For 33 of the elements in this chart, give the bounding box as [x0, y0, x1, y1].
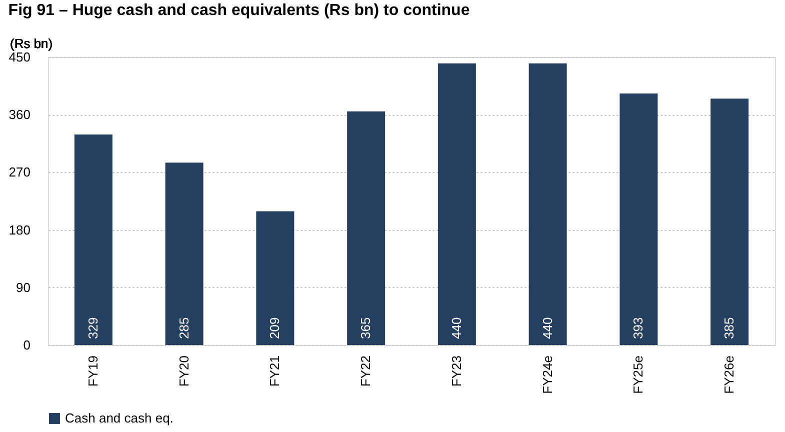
- legend-label: Cash and cash eq.: [65, 410, 174, 426]
- x-tick-label: FY26e: [722, 356, 737, 394]
- x-tick-label: FY24e: [540, 356, 555, 394]
- y-tick-label: 270: [8, 164, 30, 180]
- data-label: 385: [722, 317, 737, 339]
- y-tick-label: 360: [8, 107, 30, 122]
- data-label: 365: [358, 317, 374, 339]
- y-axis-title: (Rs bn): [10, 36, 53, 51]
- x-tick-label: FY25e: [630, 356, 646, 394]
- x-tick-label: FY22: [358, 356, 374, 387]
- x-tick-label: FY20: [176, 356, 192, 387]
- y-tick-label: 180: [8, 222, 30, 238]
- bar: [710, 98, 749, 345]
- bar: [620, 93, 658, 345]
- x-tick-label: FY23: [448, 356, 464, 387]
- data-label: 285: [176, 317, 192, 339]
- bar: [74, 134, 112, 345]
- bar: [528, 63, 567, 345]
- bar: [165, 162, 204, 345]
- y-tick-label: 450: [8, 50, 30, 64]
- data-label: 209: [267, 317, 282, 339]
- data-label: 440: [540, 317, 555, 339]
- data-label: 329: [85, 317, 100, 339]
- data-label: 393: [630, 317, 646, 339]
- chart-title: Fig 91 – Huge cash and cash equivalents (Rs bn) to continue: [8, 2, 470, 19]
- y-tick-label: 90: [16, 280, 30, 295]
- y-tick-label: 0: [23, 338, 30, 352]
- bar: [347, 111, 386, 345]
- x-tick-label: FY21: [267, 356, 282, 387]
- x-tick-label: FY19: [85, 356, 100, 387]
- data-label: 440: [448, 317, 464, 339]
- bar: [438, 63, 476, 345]
- bar: [256, 211, 294, 345]
